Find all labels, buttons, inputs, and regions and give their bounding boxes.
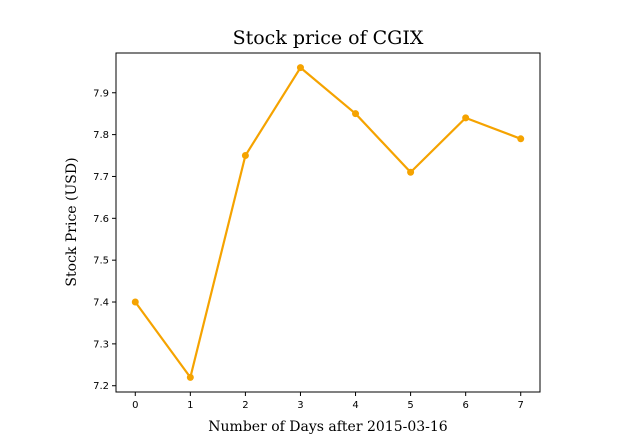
data-point [352, 110, 360, 118]
y-tick-label: 7.3 [93, 339, 109, 350]
y-tick-label: 7.7 [93, 172, 109, 183]
data-point [517, 135, 525, 143]
y-tick-label: 7.5 [93, 256, 109, 267]
y-tick-label: 7.6 [93, 214, 109, 225]
y-tick-label: 7.4 [93, 298, 109, 309]
data-point [186, 373, 194, 381]
data-point [241, 152, 249, 160]
x-tick-label: 5 [407, 400, 413, 411]
data-point [462, 114, 470, 122]
data-point [296, 64, 304, 72]
x-axis: 0 1 2 3 4 5 6 7 [132, 392, 524, 411]
x-tick-label: 0 [132, 400, 138, 411]
x-tick-label: 7 [518, 400, 524, 411]
series-line [134, 66, 522, 379]
data-point [131, 298, 139, 306]
chart-title: Stock price of CGIX [233, 27, 424, 49]
x-tick-label: 6 [462, 400, 468, 411]
x-tick-label: 1 [187, 400, 193, 411]
series-group [131, 64, 525, 381]
y-axis-label: Stock Price (USD) [64, 157, 80, 286]
x-axis-label: Number of Days after 2015-03-16 [208, 419, 448, 435]
x-tick-label: 3 [297, 400, 303, 411]
plot-frame [115, 52, 541, 393]
y-tick-label: 7.2 [93, 381, 109, 392]
x-tick-label: 4 [352, 400, 358, 411]
y-tick-label: 7.9 [93, 88, 109, 99]
y-axis: 7.2 7.3 7.4 7.5 7.6 7.7 7.8 7.9 [93, 88, 116, 392]
x-tick-label: 2 [242, 400, 248, 411]
data-point [407, 168, 415, 176]
y-tick-label: 7.8 [93, 130, 109, 141]
